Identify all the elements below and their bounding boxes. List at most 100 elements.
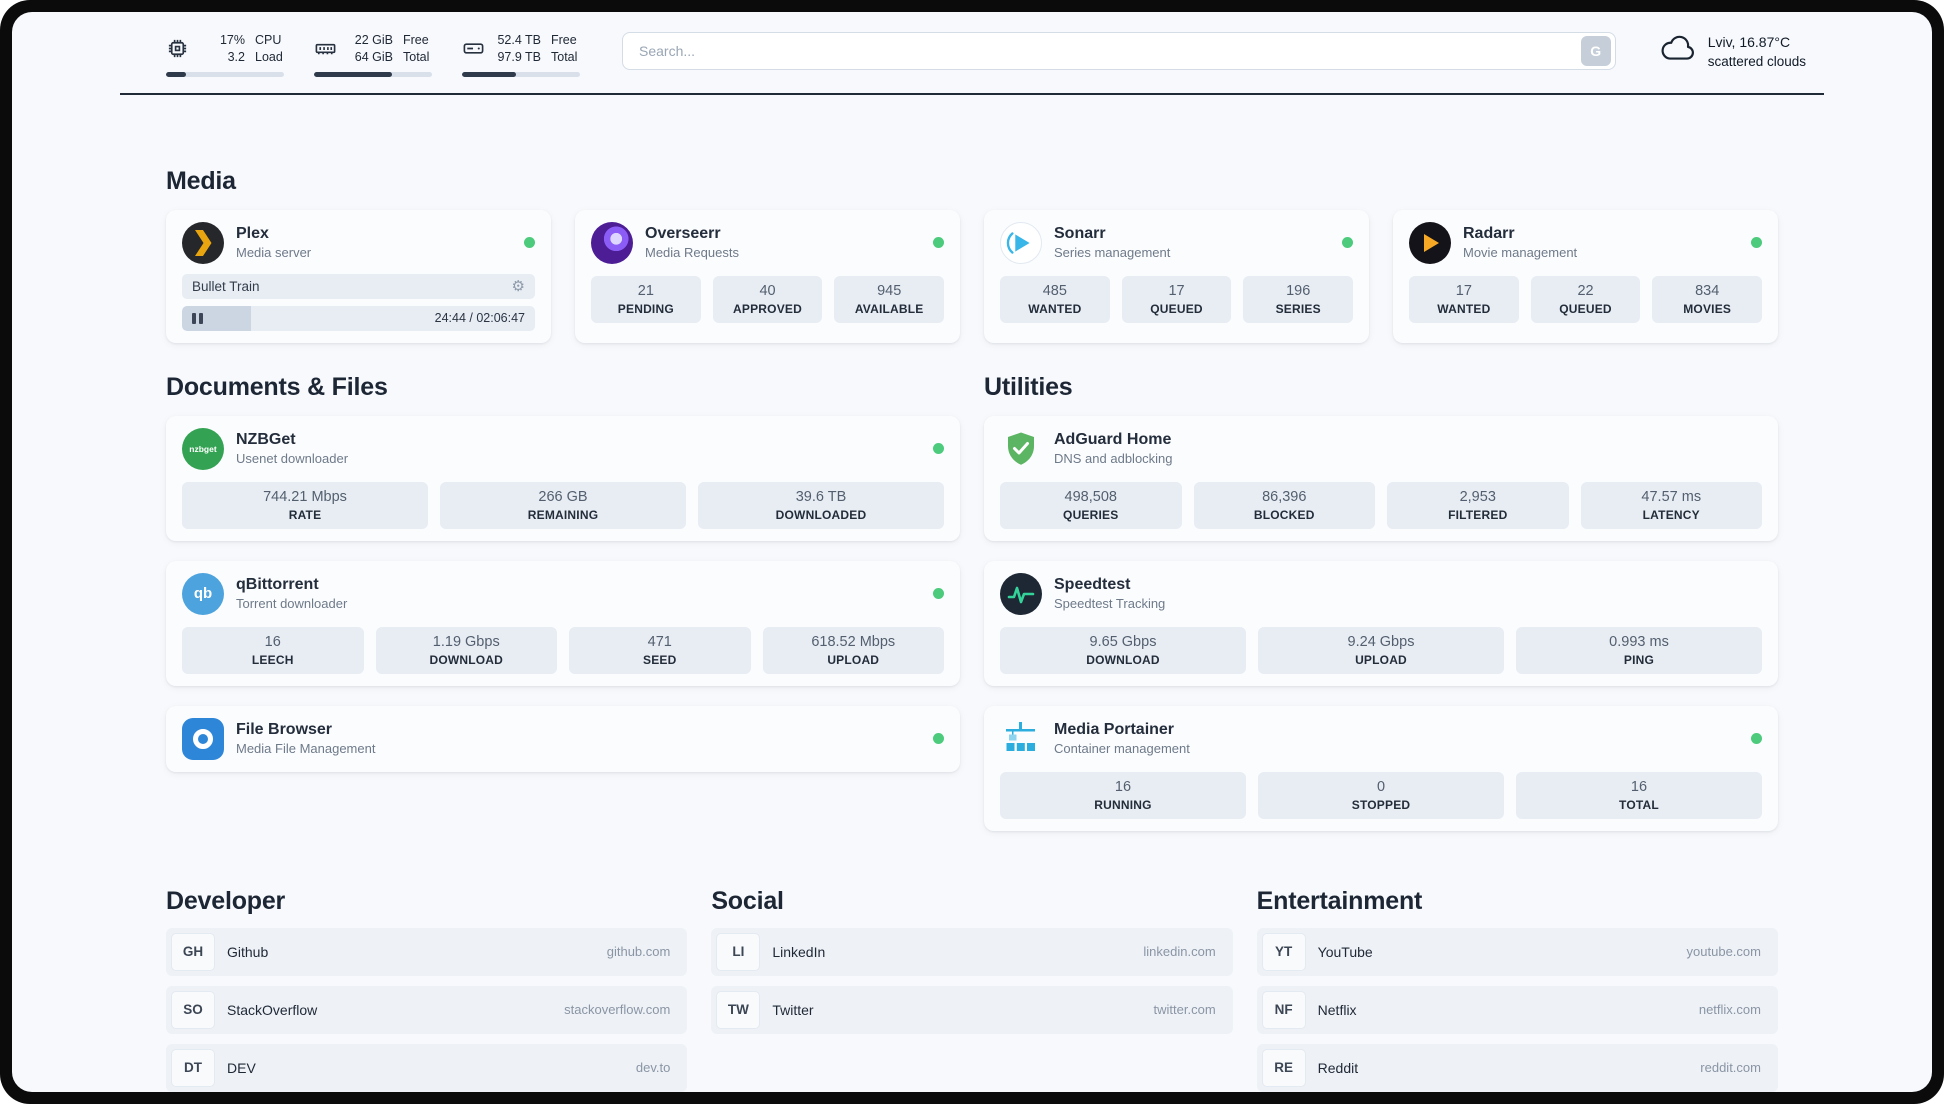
stat-label: UPLOAD — [1355, 652, 1407, 667]
stat-value: 40 — [759, 282, 776, 299]
bookmark-twitter[interactable]: TW Twitter twitter.com — [711, 985, 1233, 1034]
plex-icon[interactable] — [182, 221, 224, 264]
memory-free-value: 22 GiB — [354, 33, 393, 47]
stat-value: 945 — [877, 282, 902, 299]
app-card-overseerr: Overseerr Media Requests 21 PENDING 40 A… — [575, 209, 960, 343]
stat-label: DOWNLOAD — [1086, 652, 1160, 667]
stat-tile: 2,953 FILTERED — [1387, 481, 1569, 529]
app-name[interactable]: Sonarr — [1054, 225, 1106, 243]
bookmark-name: StackOverflow — [227, 1001, 318, 1018]
bookmark-linkedin[interactable]: LI LinkedIn linkedin.com — [711, 927, 1233, 976]
stat-value: 16 — [1114, 778, 1132, 795]
bookmark-stackoverflow[interactable]: SO StackOverflow stackoverflow.com — [166, 985, 688, 1034]
app-name[interactable]: AdGuard Home — [1054, 431, 1172, 449]
cpu-percent: 17% — [219, 33, 245, 47]
stat-value: 17 — [1455, 282, 1472, 299]
stat-value: 39.6 TB — [795, 488, 847, 505]
stat-label: SEED — [643, 652, 677, 667]
app-subtitle: Usenet downloader — [236, 451, 349, 467]
stat-tile: 744.21 Mbps RATE — [182, 481, 428, 529]
radarr-icon[interactable] — [1409, 221, 1451, 264]
stat-tile: 47.57 ms LATENCY — [1580, 481, 1762, 529]
qbittorrent-icon[interactable]: qb — [182, 572, 224, 615]
stat-value: 0 — [1376, 778, 1386, 795]
stat-value: 1.19 Gbps — [432, 633, 500, 650]
stat-label: REMAINING — [527, 507, 599, 522]
stat-label: AVAILABLE — [854, 301, 924, 316]
memory-total-label: Total — [403, 49, 430, 64]
app-name[interactable]: Speedtest — [1054, 576, 1131, 594]
bookmark-youtube[interactable]: YT YouTube youtube.com — [1256, 927, 1778, 976]
search-engine-button[interactable]: G — [1580, 36, 1611, 67]
stat-tile: 945 AVAILABLE — [834, 275, 945, 323]
section-title-media: Media — [166, 166, 236, 195]
section-title-entertainment: Entertainment — [1256, 886, 1423, 915]
bookmark-name: Reddit — [1317, 1059, 1359, 1076]
speedtest-icon[interactable] — [1000, 572, 1042, 615]
app-subtitle: Series management — [1054, 245, 1171, 261]
app-name[interactable]: File Browser — [236, 721, 333, 739]
stat-value: 22 — [1577, 282, 1594, 299]
app-name[interactable]: Plex — [236, 225, 269, 243]
bookmark-name: YouTube — [1317, 943, 1373, 960]
stat-label: RATE — [288, 507, 322, 522]
stat-value: 17 — [1168, 282, 1185, 299]
disk-free-value: 52.4 TB — [497, 33, 541, 47]
stat-label: QUERIES — [1063, 507, 1119, 522]
stat-tile: 485 WANTED — [1000, 275, 1110, 323]
stat-value: 834 — [1695, 282, 1720, 299]
stat-label: PING — [1623, 652, 1655, 667]
adguard-shield-icon[interactable] — [1000, 428, 1042, 470]
disk-free-label: Free — [551, 33, 577, 47]
stat-value: 2,953 — [1459, 488, 1496, 505]
stat-tile: 40 APPROVED — [712, 275, 823, 323]
app-subtitle: Speedtest Tracking — [1054, 596, 1166, 612]
section-title-documents: Documents & Files — [166, 372, 388, 401]
media-grid: Plex Media server Bullet Train ⚙ 24:44 /… — [166, 209, 1778, 343]
stat-value: 485 — [1042, 282, 1067, 299]
stat-label: UPLOAD — [827, 652, 880, 667]
bookmark-dev[interactable]: DT DEV dev.to — [166, 1043, 688, 1092]
weather-condition: scattered clouds — [1707, 53, 1806, 69]
bookmark-url: youtube.com — [1686, 944, 1761, 960]
pause-icon[interactable] — [192, 312, 203, 324]
stat-tile: 0.993 ms PING — [1516, 626, 1762, 674]
stat-value: 618.52 Mbps — [811, 633, 896, 650]
stat-label: LEECH — [251, 652, 294, 667]
filebrowser-icon[interactable] — [182, 717, 224, 760]
stat-tile: 39.6 TB DOWNLOADED — [698, 481, 944, 529]
overseerr-icon[interactable] — [591, 221, 633, 264]
stat-label: LATENCY — [1642, 507, 1700, 522]
cpu-widget: 17% 3.2 CPU Load — [166, 32, 284, 77]
app-name[interactable]: Radarr — [1463, 225, 1515, 243]
cpu-load-label: Load — [255, 49, 283, 64]
stat-label: WANTED — [1437, 301, 1491, 316]
seek-bar[interactable]: 24:44 / 02:06:47 — [182, 305, 535, 331]
gear-icon[interactable]: ⚙ — [511, 277, 525, 295]
stat-tile: 16 RUNNING — [1000, 771, 1246, 819]
stat-tile: 17 QUEUED — [1121, 275, 1232, 323]
disk-widget: 52.4 TB 97.9 TB Free Total — [462, 32, 580, 77]
stat-label: WANTED — [1028, 301, 1082, 316]
app-name[interactable]: qBittorrent — [236, 576, 319, 594]
cloud-icon — [1658, 34, 1698, 70]
bookmark-netflix[interactable]: NF Netflix netflix.com — [1256, 985, 1778, 1034]
search-input[interactable] — [627, 43, 1575, 60]
app-name[interactable]: Media Portainer — [1054, 721, 1175, 739]
app-name[interactable]: Overseerr — [645, 225, 721, 243]
app-name[interactable]: NZBGet — [236, 431, 296, 449]
app-subtitle: Container management — [1054, 741, 1190, 757]
nzbget-icon[interactable]: nzbget — [182, 427, 224, 470]
stat-label: QUEUED — [1559, 301, 1612, 316]
sonarr-icon[interactable] — [1000, 221, 1042, 264]
stat-value: 744.21 Mbps — [263, 488, 347, 505]
bookmark-github[interactable]: GH Github github.com — [166, 927, 688, 976]
stat-value: 47.57 ms — [1641, 488, 1702, 505]
disk-total-label: Total — [551, 49, 578, 64]
bookmark-abbr: SO — [171, 990, 215, 1029]
portainer-crane-icon[interactable] — [1000, 718, 1042, 760]
bookmark-reddit[interactable]: RE Reddit reddit.com — [1256, 1043, 1778, 1092]
bookmark-url: github.com — [606, 944, 671, 960]
stat-tile: 498,508 QUERIES — [1000, 481, 1182, 529]
memory-widget: 22 GiB 64 GiB Free Total — [314, 32, 432, 77]
